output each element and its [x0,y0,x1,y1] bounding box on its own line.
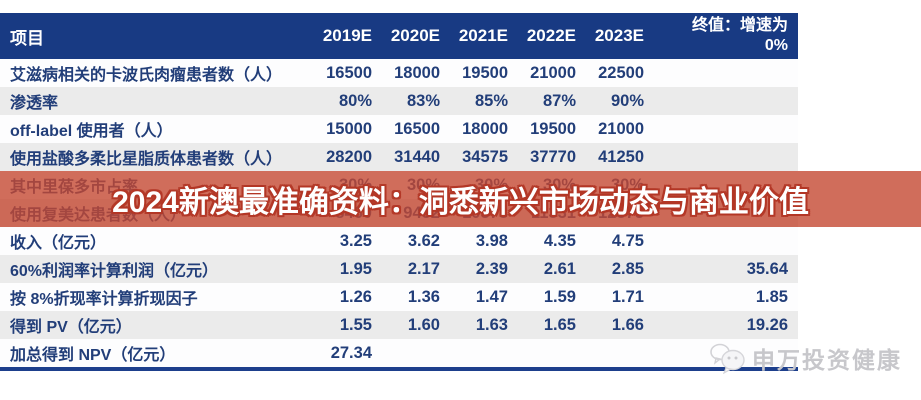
table-row: 60%利润率计算利润（亿元） 1.95 2.17 2.39 2.61 2.85 … [0,255,798,283]
row-label: off-label 使用者（人） [10,123,173,140]
cell-value: 15000 [326,119,372,138]
cell-value: 1.71 [611,287,644,306]
cell-value: 2.61 [543,259,576,278]
cell-value: 1.59 [543,287,576,306]
cell-value: 18000 [394,63,440,82]
cell-value: 1.65 [543,315,576,334]
cell-value: 1.95 [339,259,372,278]
header-year-2020e: 2020E [390,26,440,45]
cell-value: 3.98 [475,231,508,250]
cell-value: 1.55 [339,315,372,334]
cell-value: 1.66 [611,315,644,334]
cell-value: 2.17 [407,259,440,278]
cell-value: 90% [610,91,644,110]
promo-banner-text: 2024新澳最准确资料：洞悉新兴市场动态与商业价值 [112,186,809,219]
cell-value: 16500 [326,63,372,82]
header-year-2019e: 2019E [322,26,372,45]
table-bottom-border [0,367,798,371]
row-label: 渗透率 [10,95,59,112]
table-row: 按 8%折现率计算折现因子 1.26 1.36 1.47 1.59 1.71 1… [0,283,798,311]
header-year-2021e: 2021E [458,26,508,45]
row-label: 得到 PV（亿元） [10,319,132,336]
cell-value: 1.63 [475,315,508,334]
table-row: off-label 使用者（人） 15000 16500 18000 19500… [0,115,798,143]
cell-value: 21000 [598,119,644,138]
terminal-header-line1: 终值：增速为 [691,17,788,34]
header-year-2022e: 2022E [526,26,576,45]
cell-value: 2.85 [611,259,644,278]
row-label: 按 8%折现率计算折现因子 [10,291,198,308]
wechat-chat-bubbles-icon [710,343,745,374]
table-row: 加总得到 NPV（亿元） 27.34 [0,339,798,367]
cell-value: 18000 [462,119,508,138]
cell-value: 27.34 [330,343,372,362]
cell-value: 1.47 [475,287,508,306]
row-label: 加总得到 NPV（亿元） [10,347,176,364]
table-row: 收入（亿元） 3.25 3.62 3.98 4.35 4.75 [0,227,798,255]
table-row: 使用盐酸多柔比星脂质体患者数（人） 28200 31440 34575 3777… [0,143,798,171]
cell-value: 37770 [530,147,576,166]
cell-value: 83% [406,91,440,110]
cell-value: 3.25 [339,231,372,250]
row-label: 艾滋病相关的卡波氏肉瘤患者数（人） [10,67,283,84]
table-row: 渗透率 80% 83% 85% 87% 90% [0,87,798,115]
header-item-column: 项目 [10,28,44,48]
cell-value: 34575 [462,147,508,166]
row-label: 60%利润率计算利润（亿元） [10,263,219,280]
cell-value: 2.39 [475,259,508,278]
header-year-2023e: 2023E [594,26,644,45]
table-row: 得到 PV（亿元） 1.55 1.60 1.63 1.65 1.66 19.26 [0,311,798,339]
header-terminal-value-column: 终值：增速为 0% [648,16,798,56]
cell-terminal: 35.64 [746,259,788,278]
cell-value: 22500 [598,63,644,82]
cell-value: 80% [338,91,372,110]
cell-value: 41250 [598,147,644,166]
cell-value: 19500 [462,63,508,82]
cell-value: 28200 [326,147,372,166]
cell-value: 19500 [530,119,576,138]
cell-value: 85% [474,91,508,110]
promo-banner-overlay: 2024新澳最准确资料：洞悉新兴市场动态与商业价值 [0,171,921,227]
watermark-text: 申万投资健康 [752,347,902,373]
terminal-header-line2: 0% [764,37,788,54]
cell-value: 87% [542,91,576,110]
table-row: 艾滋病相关的卡波氏肉瘤患者数（人） 16500 18000 19500 2100… [0,59,798,87]
cell-value: 21000 [530,63,576,82]
row-label: 使用盐酸多柔比星脂质体患者数（人） [10,151,283,168]
cell-value: 3.62 [407,231,440,250]
cell-value: 4.75 [611,231,644,250]
watermark: 申万投资健康 [710,341,902,375]
cell-value: 31440 [394,147,440,166]
cell-value: 1.26 [339,287,372,306]
cell-terminal: 19.26 [746,315,788,334]
cell-terminal: 1.85 [755,287,788,306]
row-label: 收入（亿元） [10,235,107,252]
cell-value: 1.60 [407,315,440,334]
cell-value: 4.35 [543,231,576,250]
cell-value: 1.36 [407,287,440,306]
cell-value: 16500 [394,119,440,138]
table-header-row: 项目 2019E 2020E 2021E 2022E 2023E 终值：增速为 … [0,13,798,59]
